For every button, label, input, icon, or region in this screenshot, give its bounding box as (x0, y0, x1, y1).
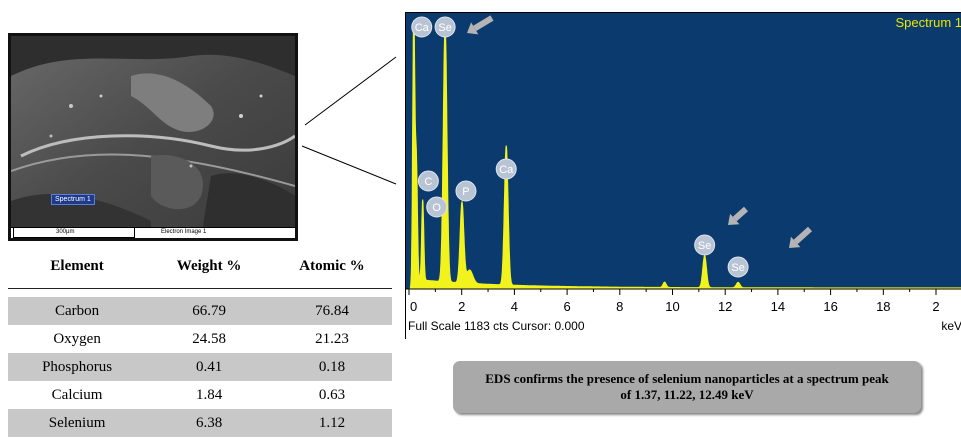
cell-atomic: 76.84 (271, 297, 392, 325)
table-row: Phosphorus 0.41 0.18 (8, 353, 392, 381)
svg-text:Ca: Ca (415, 22, 430, 34)
cell-weight: 1.84 (146, 381, 272, 409)
spectrum-title: Spectrum 1 (895, 15, 961, 30)
x-tick-label: 2 (932, 299, 939, 314)
svg-text:Se: Se (438, 22, 451, 34)
svg-text:Ca: Ca (499, 164, 514, 176)
cell-atomic: 0.18 (271, 353, 392, 381)
sem-caption: Electron Image 1 (161, 229, 207, 235)
connector-line-bottom (301, 145, 397, 185)
x-tick-label: 16 (823, 299, 837, 314)
svg-text:C: C (424, 176, 432, 188)
x-tick-label: 4 (511, 299, 518, 314)
peak-label-ca: Ca (495, 158, 517, 180)
table-row: Selenium 6.38 1.12 (8, 409, 392, 437)
sem-scale-text: 300µm (56, 229, 75, 235)
header-atomic: Atomic % (299, 257, 365, 274)
cell-atomic: 0.63 (271, 381, 392, 409)
cell-element: Calcium (8, 381, 147, 409)
composition-table: Element Weight % Atomic % Carbon 66.79 7… (8, 244, 392, 437)
selenium-arrow (789, 226, 813, 248)
table-row: Carbon 66.79 76.84 (8, 297, 392, 325)
x-tick-label: 0 (410, 299, 417, 314)
svg-text:P: P (462, 186, 469, 198)
cell-element: Carbon (8, 297, 147, 325)
peak-label-o: O (426, 196, 448, 218)
eds-caption-text: EDS confirms the presence of selenium na… (485, 370, 889, 402)
spectrum-plot-area (406, 13, 961, 289)
x-tick-label: 12 (718, 299, 732, 314)
connector-line-top (304, 56, 397, 126)
selenium-arrow (728, 206, 748, 225)
cell-element: Oxygen (8, 325, 147, 353)
peak-label-c: C (417, 170, 439, 192)
sem-micrograph: Spectrum 1 300µm Electron Image 1 (8, 33, 298, 241)
header-element: Element (50, 257, 104, 274)
peak-label-se: Se (727, 256, 749, 278)
svg-text:Se: Se (698, 240, 711, 252)
selenium-arrow (467, 15, 494, 35)
sem-scale-bar: 300µm (13, 228, 135, 238)
table-header-row: Element Weight % Atomic % (8, 244, 392, 289)
x-tick-label: 2 (458, 299, 465, 314)
peak-label-p: P (455, 180, 477, 202)
spectrum-trace (409, 20, 961, 290)
table-row: Calcium 1.84 0.63 (8, 381, 392, 409)
cell-weight: 24.58 (146, 325, 272, 353)
spectrum-footer-unit: keV (941, 319, 961, 333)
cell-element: Phosphorus (8, 353, 147, 381)
cell-element: Selenium (8, 409, 147, 437)
eds-spectrum-plot: C O Ca Se P Ca Se Se 0 2 4 6 8 10 12 14 16 18 2 (406, 13, 961, 314)
sem-footer: 300µm Electron Image 1 (11, 227, 295, 238)
cell-weight: 6.38 (146, 409, 272, 437)
x-tick-label: 6 (563, 299, 570, 314)
cell-atomic: 21.23 (271, 325, 392, 353)
eds-spectrum-panel: C O Ca Se P Ca Se Se 0 2 4 6 8 10 12 14 16 18 2 Spectrum … (405, 12, 961, 339)
svg-text:O: O (432, 202, 441, 214)
sem-image-texture (11, 36, 295, 238)
peak-label-se: Se (694, 234, 716, 256)
svg-text:Se: Se (731, 262, 744, 274)
cell-weight: 66.79 (146, 297, 272, 325)
peak-label-se: Se (434, 16, 456, 38)
table-row: Oxygen 24.58 21.23 (8, 325, 392, 353)
peak-label-ca: Ca (411, 16, 433, 38)
cell-weight: 0.41 (146, 353, 272, 381)
eds-caption-box: EDS confirms the presence of selenium na… (453, 361, 921, 413)
x-tick-label: 8 (616, 299, 623, 314)
sem-spectrum-label: Spectrum 1 (51, 194, 95, 205)
x-tick-label: 14 (771, 299, 785, 314)
cell-atomic: 1.12 (271, 409, 392, 437)
x-tick-label: 18 (876, 299, 890, 314)
spectrum-footer-scale: Full Scale 1183 cts Cursor: 0.000 (408, 319, 585, 333)
header-weight: Weight % (176, 257, 242, 274)
x-tick-label: 10 (665, 299, 679, 314)
